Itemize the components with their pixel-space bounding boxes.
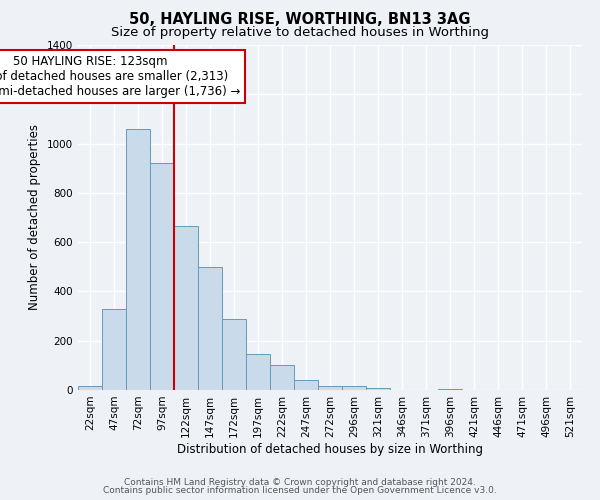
Bar <box>150 164 174 390</box>
Bar <box>222 318 246 390</box>
Bar <box>246 354 270 390</box>
Bar <box>318 386 342 390</box>
Bar <box>174 226 198 390</box>
Bar <box>342 386 366 390</box>
Bar <box>438 389 462 390</box>
Text: Contains public sector information licensed under the Open Government Licence v3: Contains public sector information licen… <box>103 486 497 495</box>
Text: Contains HM Land Registry data © Crown copyright and database right 2024.: Contains HM Land Registry data © Crown c… <box>124 478 476 487</box>
Text: 50 HAYLING RISE: 123sqm
← 57% of detached houses are smaller (2,313)
42% of semi: 50 HAYLING RISE: 123sqm ← 57% of detache… <box>0 55 240 98</box>
Bar <box>366 388 390 390</box>
Bar <box>198 267 222 390</box>
Bar <box>126 129 150 390</box>
Bar <box>270 366 294 390</box>
X-axis label: Distribution of detached houses by size in Worthing: Distribution of detached houses by size … <box>177 442 483 456</box>
Text: 50, HAYLING RISE, WORTHING, BN13 3AG: 50, HAYLING RISE, WORTHING, BN13 3AG <box>129 12 471 28</box>
Text: Size of property relative to detached houses in Worthing: Size of property relative to detached ho… <box>111 26 489 39</box>
Bar <box>294 380 318 390</box>
Y-axis label: Number of detached properties: Number of detached properties <box>28 124 41 310</box>
Bar <box>102 308 126 390</box>
Bar <box>78 386 102 390</box>
